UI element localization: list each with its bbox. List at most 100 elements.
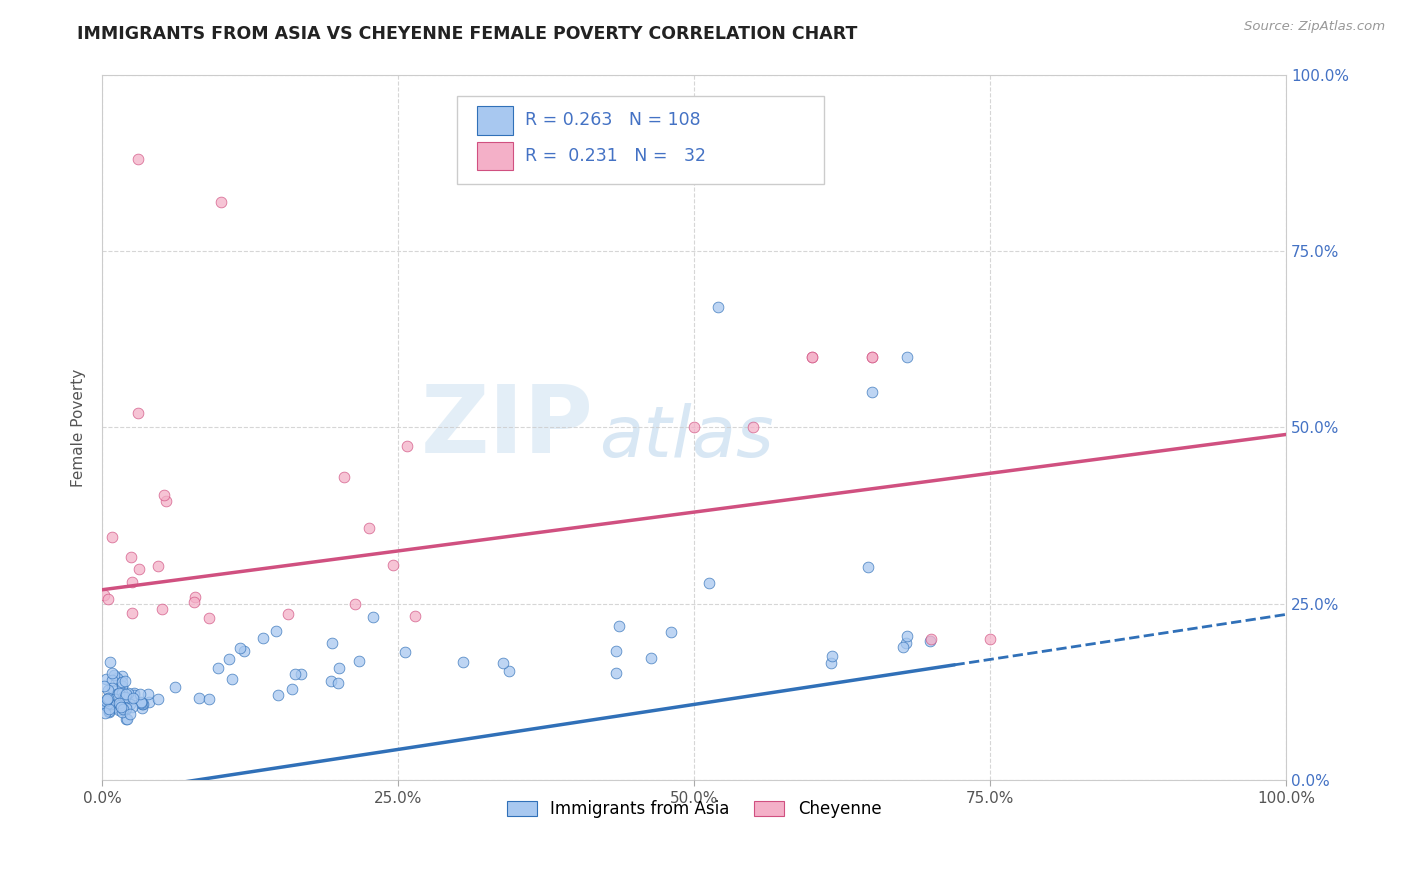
Point <box>108 698 131 712</box>
Point <box>103 691 125 706</box>
Point <box>94 694 117 708</box>
Point <box>117 712 139 726</box>
Point <box>290 667 312 681</box>
Point <box>111 706 134 720</box>
Point <box>136 687 159 701</box>
Point <box>129 696 152 710</box>
Point <box>396 439 419 453</box>
Point <box>640 650 662 665</box>
Point <box>357 521 380 535</box>
Point <box>103 692 125 706</box>
Legend: Immigrants from Asia, Cheyenne: Immigrants from Asia, Cheyenne <box>501 794 889 825</box>
Point <box>105 687 128 701</box>
Point <box>138 694 160 708</box>
Point <box>361 610 384 624</box>
Text: atlas: atlas <box>599 403 775 473</box>
Point <box>111 679 134 693</box>
Point <box>266 624 288 639</box>
Point <box>153 488 176 502</box>
Point <box>111 690 134 705</box>
Point <box>100 681 122 695</box>
Point <box>132 698 155 712</box>
Point <box>97 704 120 718</box>
Point <box>94 698 117 712</box>
Point <box>319 674 342 689</box>
Point <box>860 385 883 400</box>
Point <box>321 636 343 650</box>
Point <box>184 590 207 604</box>
Point <box>328 661 350 675</box>
Point <box>111 686 134 700</box>
Point <box>111 675 134 690</box>
Point <box>820 656 842 670</box>
FancyBboxPatch shape <box>457 95 824 184</box>
Point <box>98 691 121 706</box>
Point <box>267 688 290 702</box>
Point <box>131 701 153 715</box>
Point <box>128 562 150 576</box>
Point <box>115 702 138 716</box>
Point <box>404 609 426 624</box>
Point <box>492 656 515 670</box>
Point <box>801 350 824 364</box>
Point <box>498 665 520 679</box>
Point <box>115 712 138 726</box>
Point <box>110 699 132 714</box>
Text: R =  0.231   N =   32: R = 0.231 N = 32 <box>524 146 706 165</box>
Point <box>218 651 240 665</box>
Point <box>131 698 153 712</box>
Point <box>117 686 139 700</box>
Point <box>382 558 405 573</box>
Point <box>860 350 883 364</box>
Point <box>97 702 120 716</box>
Point <box>101 530 124 544</box>
Point <box>894 636 917 650</box>
Point <box>333 469 356 483</box>
Point <box>860 350 883 364</box>
Point <box>124 689 146 703</box>
Point <box>347 654 370 668</box>
Point <box>233 644 256 658</box>
Point <box>121 574 143 589</box>
Point <box>821 648 844 663</box>
Point <box>697 576 720 591</box>
Point <box>129 687 152 701</box>
Point <box>187 691 209 706</box>
Point <box>127 152 149 166</box>
Point <box>111 680 134 694</box>
Y-axis label: Female Poverty: Female Poverty <box>72 368 86 486</box>
Point <box>98 705 121 719</box>
Text: IMMIGRANTS FROM ASIA VS CHEYENNE FEMALE POVERTY CORRELATION CHART: IMMIGRANTS FROM ASIA VS CHEYENNE FEMALE … <box>77 25 858 43</box>
Point <box>683 420 706 434</box>
Point <box>284 666 307 681</box>
Text: R = 0.263   N = 108: R = 0.263 N = 108 <box>524 112 700 129</box>
Point <box>115 687 138 701</box>
Point <box>97 682 120 697</box>
Point <box>706 301 728 315</box>
Point <box>103 683 125 698</box>
Point <box>607 619 630 633</box>
Point <box>344 597 367 611</box>
Point <box>155 494 177 508</box>
Point <box>394 645 416 659</box>
Point <box>93 679 115 693</box>
Point <box>150 601 173 615</box>
Point <box>121 607 143 621</box>
Point <box>605 644 627 658</box>
Point <box>801 350 824 364</box>
Point <box>918 634 941 648</box>
Point <box>129 695 152 709</box>
Point <box>98 695 121 709</box>
Point <box>742 420 765 434</box>
Point <box>858 560 880 574</box>
Point <box>115 701 138 715</box>
Point <box>896 629 918 643</box>
Point <box>207 661 229 675</box>
Point <box>229 640 252 655</box>
Point <box>896 350 918 364</box>
Point <box>118 706 141 721</box>
Point <box>209 194 232 209</box>
Point <box>120 549 142 564</box>
Point <box>93 588 115 602</box>
Point <box>121 691 143 706</box>
